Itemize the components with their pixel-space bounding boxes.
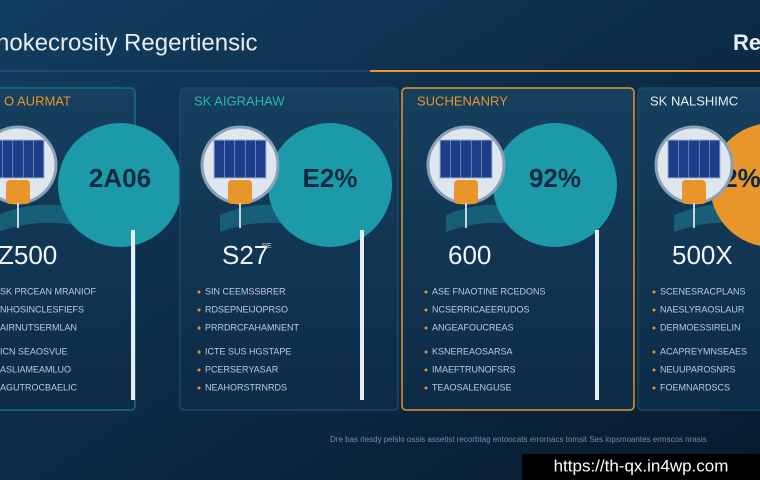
bullet-text: DERMOESSIRELIN bbox=[660, 322, 741, 332]
bullet-text: NAESLYRAOSLAUR bbox=[660, 304, 745, 314]
watermark: https://th-qx.in4wp.com bbox=[554, 456, 729, 475]
big-note: RE bbox=[262, 243, 272, 250]
solar-grid bbox=[213, 139, 267, 179]
bullet bbox=[197, 308, 201, 312]
panel-label: SK NALSHIMC bbox=[650, 93, 738, 108]
footer: Dre bas rlesdy pelslo ossis assetist rec… bbox=[330, 435, 707, 444]
circle-value: 2A06 bbox=[89, 163, 151, 193]
circle bbox=[493, 123, 617, 247]
bullet bbox=[424, 350, 428, 354]
bar bbox=[595, 230, 599, 400]
bullet bbox=[424, 368, 428, 372]
circle-value: E2% bbox=[303, 163, 358, 193]
solar-grid bbox=[439, 139, 493, 179]
bullet-text: KSNEREAOSARSA bbox=[432, 346, 513, 356]
bullet bbox=[424, 290, 428, 294]
big-value: Z500 bbox=[0, 240, 57, 270]
bullet bbox=[652, 308, 656, 312]
bullet bbox=[652, 326, 656, 330]
bullet bbox=[197, 290, 201, 294]
circle bbox=[58, 123, 182, 247]
watermark-box bbox=[522, 454, 760, 480]
bullet bbox=[652, 368, 656, 372]
right-title: Re bbox=[733, 30, 760, 55]
bullet-text: NEUUPAROSNRS bbox=[660, 364, 735, 374]
bullet bbox=[197, 386, 201, 390]
solar-badge bbox=[6, 180, 30, 204]
bar bbox=[360, 230, 364, 400]
bullet-text: SK PRCEAN MRANIOF bbox=[0, 286, 97, 296]
bullet-text: ICTE SUS HGSTAPE bbox=[205, 346, 291, 356]
solar-grid bbox=[0, 139, 45, 179]
bullet-text: NHOSINCLESFIEFS bbox=[0, 304, 84, 314]
bullet bbox=[197, 326, 201, 330]
bullet bbox=[652, 386, 656, 390]
panel-label: SUCHENANRY bbox=[417, 93, 508, 108]
bullet-text: ICN SEAOSVUE bbox=[0, 346, 68, 356]
bullet-text: FOEMNARDSCS bbox=[660, 382, 730, 392]
circle-value: 92% bbox=[529, 163, 581, 193]
big-value: S27 bbox=[222, 240, 268, 270]
solar-badge bbox=[228, 180, 252, 204]
bullet-text: AIRNUTSERMLAN bbox=[0, 322, 77, 332]
bullet bbox=[424, 386, 428, 390]
big-value: 600 bbox=[448, 240, 491, 270]
bullet bbox=[197, 368, 201, 372]
bullet-text: ANGEAFOUCREAS bbox=[432, 322, 514, 332]
bullet bbox=[197, 350, 201, 354]
panel-label: O AURMAT bbox=[4, 93, 71, 108]
panel-label: SK AIGRAHAW bbox=[194, 93, 285, 108]
bullet-text: NEAHORSTRNRDS bbox=[205, 382, 287, 392]
bar bbox=[131, 230, 135, 400]
bullet bbox=[424, 308, 428, 312]
bullet bbox=[424, 326, 428, 330]
bullet-text: ASE FNAOTINE RCEDONS bbox=[432, 286, 546, 296]
solar-grid bbox=[667, 139, 721, 179]
big-value: 500X bbox=[672, 240, 733, 270]
bullet-text: PCERSERYASAR bbox=[205, 364, 279, 374]
bullet-text: NCSERRICAEERUDOS bbox=[432, 304, 530, 314]
solar-badge bbox=[454, 180, 478, 204]
bullet-text: SIN CEEMSSBRER bbox=[205, 286, 286, 296]
bullet-text: RDSEPNEIJOPRSO bbox=[205, 304, 288, 314]
bullet-text: PRRDRCFAHAMNENT bbox=[205, 322, 300, 332]
bullet-text: TEAOSALENGUSE bbox=[432, 382, 512, 392]
bullet-text: ASLIAMEAMLUO bbox=[0, 364, 71, 374]
bullet bbox=[652, 290, 656, 294]
title: hokecrosity Regertiensic bbox=[0, 29, 257, 56]
bullet-text: ACAPREYMNSEAES bbox=[660, 346, 747, 356]
solar-badge bbox=[682, 180, 706, 204]
bullet bbox=[652, 350, 656, 354]
circle bbox=[268, 123, 392, 247]
bullet-text: SCENESRACPLANS bbox=[660, 286, 746, 296]
bullet-text: IMAEFTRUNOFSRS bbox=[432, 364, 516, 374]
bullet-text: AGUTROCBAELIC bbox=[0, 382, 78, 392]
